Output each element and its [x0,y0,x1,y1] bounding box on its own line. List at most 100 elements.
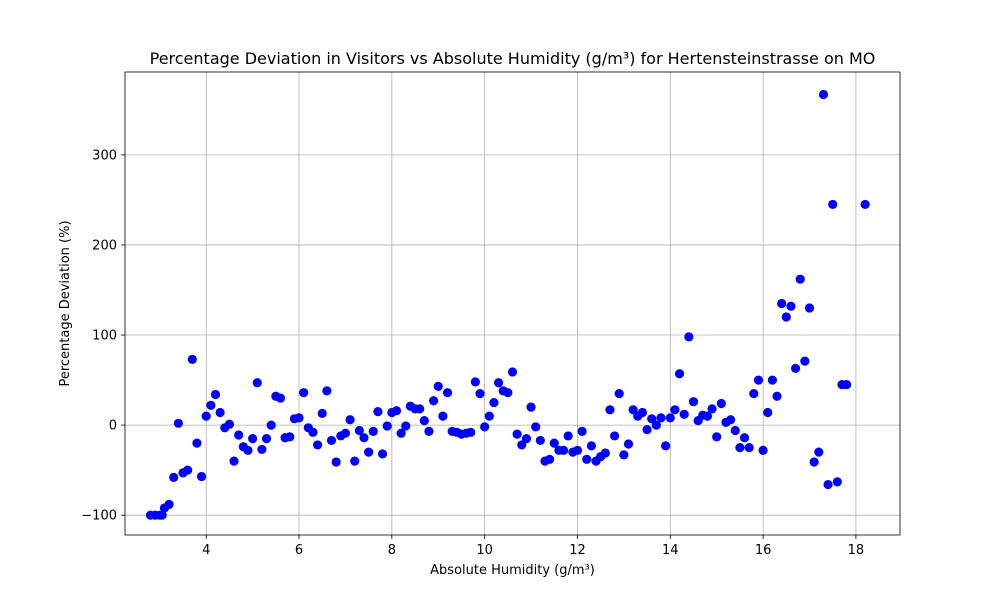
data-point [475,388,485,399]
data-point [312,440,323,450]
plot-area-frame [124,71,901,536]
data-point [860,199,870,210]
data-point [503,388,513,398]
data-point [739,433,750,443]
data-point [275,393,286,403]
data-point [600,448,610,458]
data-point [642,425,652,435]
data-point [521,434,532,444]
data-point [326,435,337,446]
data-point [842,379,852,390]
data-point [670,405,680,415]
data-point [712,432,722,442]
x-axis-label: Absolute Humidity (g/m³) [430,563,595,578]
data-point [493,378,504,388]
data-point [545,454,555,464]
data-point [637,407,648,418]
data-point [735,443,745,453]
data-point [684,332,694,342]
data-point [614,388,624,399]
data-point [377,449,388,459]
data-point [623,439,634,449]
data-point [781,312,791,322]
data-point [716,398,726,409]
data-point [661,441,671,451]
data-point [609,431,620,441]
data-point [753,375,764,385]
data-point [809,457,819,467]
x-tick-label: 18 [848,543,865,558]
data-point [800,356,810,366]
data-point [294,413,304,423]
data-point [489,397,499,408]
data-points [145,89,870,520]
y-tick-label: 300 [92,148,117,163]
data-point [419,416,429,426]
data-point [466,427,476,437]
data-point [679,409,689,419]
data-point [234,430,244,440]
data-point [401,421,411,431]
data-point [196,471,207,482]
data-point [786,301,796,311]
y-axis-label: Percentage Deviation (%) [58,220,73,386]
data-point [317,408,327,418]
x-tick-label: 4 [202,543,210,558]
data-point [480,422,490,432]
data-point [373,406,383,417]
data-point [364,447,374,457]
data-point [183,465,193,475]
data-point [656,413,666,423]
data-point [359,433,369,443]
data-point [396,428,406,438]
data-point [832,477,842,487]
data-point [749,388,759,399]
data-point [266,420,276,430]
data-point [647,414,657,424]
y-axis-ticks: −100 0 100 200 300 [81,148,125,524]
data-point [308,427,318,437]
chart-title: Percentage Deviation in Visitors vs Abso… [150,49,876,68]
data-point [382,421,392,431]
x-tick-label: 12 [569,543,586,558]
data-point [526,402,536,412]
data-point [665,413,675,423]
data-point [331,457,341,467]
data-point [368,426,378,437]
data-point [470,377,480,387]
data-point [224,419,235,429]
data-point [169,472,179,482]
data-point [433,381,443,391]
data-point [285,432,295,442]
data-point [674,369,685,379]
data-point [210,389,221,400]
data-point [350,456,360,466]
data-point [248,434,258,444]
data-point [173,418,183,428]
data-point [828,199,838,210]
data-point [187,354,197,364]
data-point [619,450,629,460]
data-point [582,454,592,464]
data-point [572,445,583,455]
x-tick-label: 14 [662,543,679,558]
data-point [688,397,699,407]
x-tick-label: 16 [755,543,772,558]
data-point [512,429,522,439]
data-point [549,438,559,448]
data-point [767,375,777,385]
data-point [531,422,541,432]
y-tick-label: 100 [92,329,117,344]
y-tick-label: 200 [92,238,117,253]
data-point [804,303,815,313]
data-point [586,441,596,451]
data-point [299,388,309,398]
x-tick-label: 6 [295,543,303,558]
data-point [340,428,351,438]
data-point [484,411,494,421]
data-point [424,426,434,437]
data-point [730,425,740,436]
data-point [777,298,787,309]
